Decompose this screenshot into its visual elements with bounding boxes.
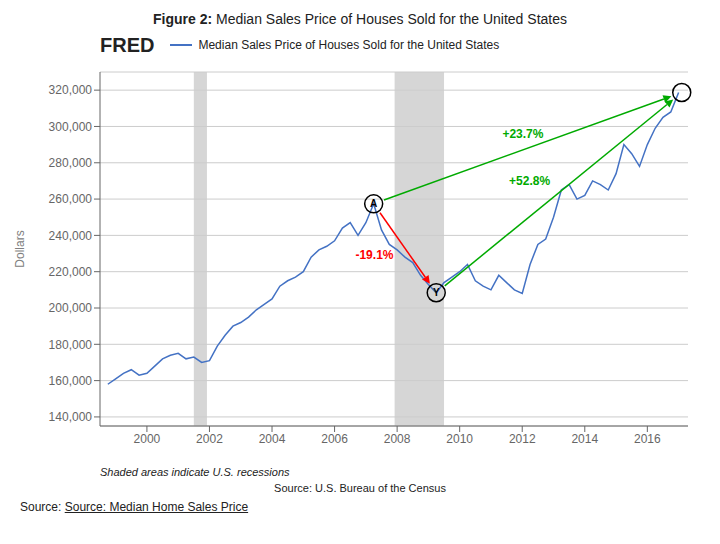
svg-text:2008: 2008 (384, 432, 411, 446)
html-text:Shaded areas indicate U.S. rec: Shaded areas indicate U.S. recessions (100, 466, 290, 478)
svg-text:2000: 2000 (134, 432, 161, 446)
svg-text:160,000: 160,000 (49, 374, 93, 388)
svg-text:200,000: 200,000 (49, 301, 93, 315)
svg-text:A: A (370, 198, 377, 209)
svg-text:2014: 2014 (571, 432, 598, 446)
svg-text:2006: 2006 (321, 432, 348, 446)
html-text:Source: Source: Median Home Sa: Source: Source: Median Home Sales Price (20, 500, 249, 514)
svg-text:+52.8%: +52.8% (509, 174, 550, 188)
svg-text:2016: 2016 (634, 432, 661, 446)
svg-text:+23.7%: +23.7% (502, 127, 543, 141)
svg-text:180,000: 180,000 (49, 338, 93, 352)
svg-text:300,000: 300,000 (49, 120, 93, 134)
svg-text:Dollars: Dollars (13, 230, 27, 267)
svg-text:320,000: 320,000 (49, 83, 93, 97)
html-text:Source: U.S. Bureau of the Cen: Source: U.S. Bureau of the Census (274, 482, 446, 494)
svg-text:260,000: 260,000 (49, 192, 93, 206)
svg-text:220,000: 220,000 (49, 265, 93, 279)
svg-text:2004: 2004 (259, 432, 286, 446)
svg-text:2002: 2002 (196, 432, 223, 446)
svg-text:2012: 2012 (509, 432, 536, 446)
svg-text:140,000: 140,000 (49, 410, 93, 424)
svg-text:280,000: 280,000 (49, 156, 93, 170)
svg-text:240,000: 240,000 (49, 229, 93, 243)
svg-text:2010: 2010 (446, 432, 473, 446)
svg-text:Y: Y (433, 287, 440, 298)
html-text:Median Sales Price of Houses S: Median Sales Price of Houses Sold for th… (198, 38, 500, 52)
html-text:Figure 2: Median Sales Price o: Figure 2: Median Sales Price of Houses S… (153, 11, 567, 27)
html-text:FRED: FRED (100, 33, 155, 56)
svg-text:-19.1%: -19.1% (355, 248, 393, 262)
